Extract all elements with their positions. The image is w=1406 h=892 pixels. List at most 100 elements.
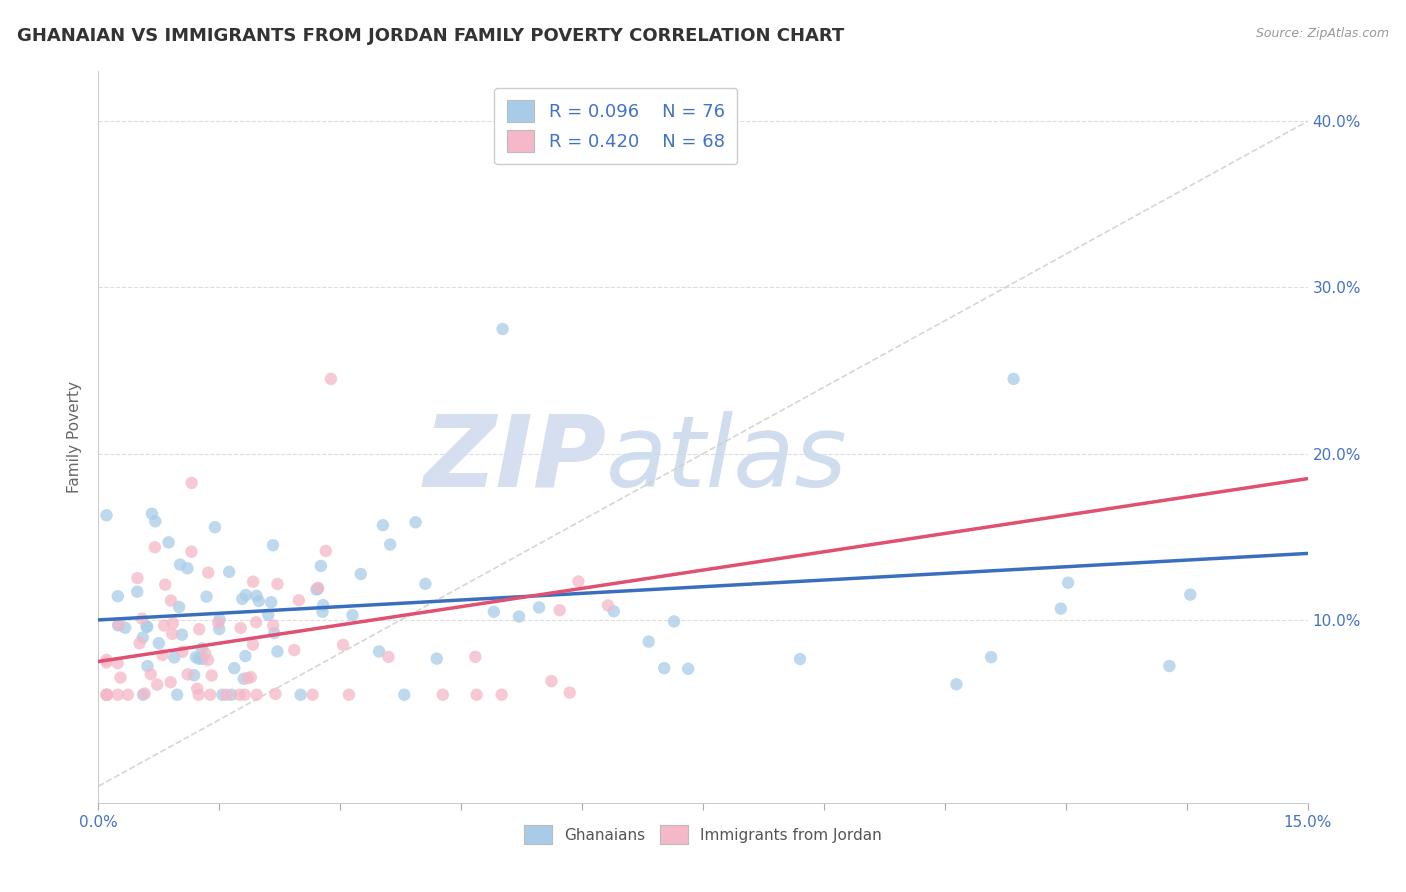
Point — [558, 686, 581, 700]
Point — [96, 653, 118, 667]
Point — [184, 650, 207, 665]
Point — [134, 687, 156, 701]
Point — [208, 612, 231, 626]
Point — [162, 616, 184, 631]
Point — [945, 677, 967, 691]
Point — [155, 577, 177, 591]
Point — [176, 667, 198, 681]
Point — [96, 688, 118, 702]
Point — [191, 641, 214, 656]
Point — [194, 647, 217, 661]
Point — [186, 681, 208, 696]
Point — [405, 516, 427, 530]
Point — [204, 520, 226, 534]
Point — [136, 620, 159, 634]
Point — [242, 574, 264, 589]
Point — [228, 688, 250, 702]
Point — [980, 650, 1002, 665]
Point — [342, 608, 364, 623]
Point — [426, 651, 449, 665]
Point — [236, 671, 259, 685]
Point — [319, 372, 342, 386]
Point — [107, 589, 129, 603]
Point — [128, 636, 150, 650]
Point — [172, 645, 194, 659]
Point — [166, 688, 188, 702]
Point — [1002, 372, 1025, 386]
Point — [191, 652, 214, 666]
Point — [789, 652, 811, 666]
Point — [288, 593, 311, 607]
Point — [596, 599, 619, 613]
Point — [132, 688, 155, 702]
Point — [163, 650, 186, 665]
Point — [160, 593, 183, 607]
Point — [180, 475, 202, 490]
Point — [307, 582, 329, 596]
Point — [141, 507, 163, 521]
Point — [662, 615, 685, 629]
Point — [263, 626, 285, 640]
Point — [159, 675, 181, 690]
Point — [1057, 575, 1080, 590]
Point — [107, 688, 129, 702]
Point — [139, 667, 162, 681]
Point — [337, 688, 360, 702]
Point — [312, 598, 335, 612]
Point — [215, 688, 238, 702]
Point — [548, 603, 571, 617]
Point — [465, 688, 488, 702]
Point — [96, 656, 118, 670]
Point — [1050, 601, 1073, 615]
Point — [108, 617, 131, 632]
Point — [239, 670, 262, 684]
Point — [377, 649, 399, 664]
Point — [262, 618, 284, 632]
Point — [235, 649, 257, 664]
Point — [135, 619, 157, 633]
Point — [257, 607, 280, 622]
Point — [231, 591, 253, 606]
Point — [464, 649, 486, 664]
Point — [160, 627, 183, 641]
Text: ZIP: ZIP — [423, 410, 606, 508]
Point — [301, 688, 323, 702]
Point — [127, 571, 149, 585]
Point — [208, 622, 231, 636]
Point — [127, 584, 149, 599]
Point — [169, 558, 191, 572]
Point — [491, 322, 513, 336]
Point — [309, 558, 332, 573]
Y-axis label: Family Poverty: Family Poverty — [67, 381, 83, 493]
Point — [229, 621, 252, 635]
Point — [415, 577, 437, 591]
Point — [245, 615, 267, 630]
Point — [246, 688, 269, 702]
Point — [96, 688, 118, 702]
Text: atlas: atlas — [606, 410, 848, 508]
Point — [1159, 659, 1181, 673]
Point — [152, 648, 174, 662]
Point — [350, 567, 373, 582]
Point — [207, 616, 229, 631]
Point — [195, 590, 218, 604]
Text: GHANAIAN VS IMMIGRANTS FROM JORDAN FAMILY POVERTY CORRELATION CHART: GHANAIAN VS IMMIGRANTS FROM JORDAN FAMIL… — [17, 27, 844, 45]
Point — [540, 674, 562, 689]
Point — [114, 621, 136, 635]
Point — [432, 688, 454, 702]
Point — [233, 688, 256, 702]
Point — [197, 566, 219, 580]
Point — [170, 628, 193, 642]
Point — [368, 644, 391, 658]
Point — [232, 672, 254, 686]
Point — [676, 662, 699, 676]
Point — [96, 508, 118, 523]
Point — [266, 644, 288, 658]
Point — [153, 618, 176, 632]
Point — [491, 688, 513, 702]
Point — [201, 668, 224, 682]
Point — [180, 544, 202, 558]
Point — [305, 582, 328, 597]
Point — [290, 688, 312, 702]
Point — [262, 538, 284, 552]
